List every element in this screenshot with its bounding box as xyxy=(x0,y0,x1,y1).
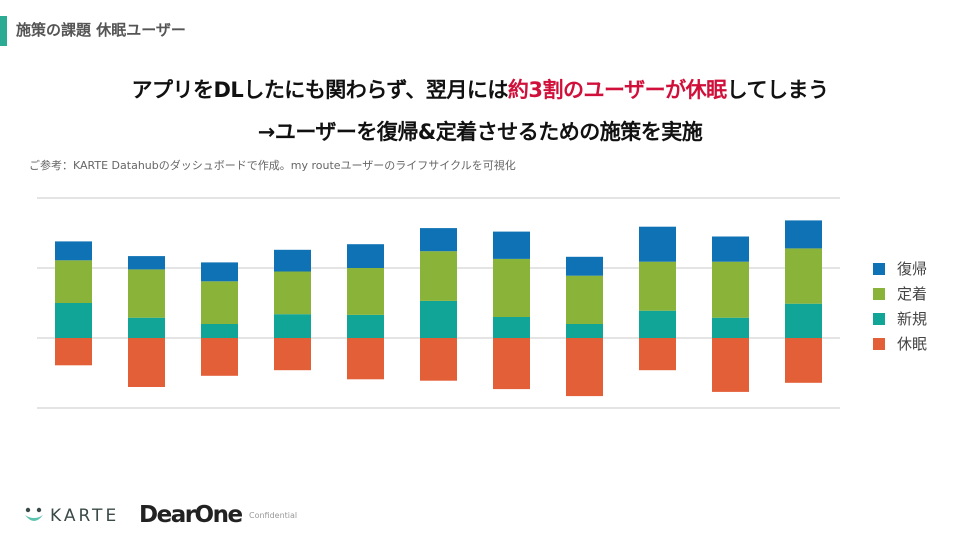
bar-休眠-9 xyxy=(639,338,676,371)
bar-復帰-5 xyxy=(347,244,384,268)
bar-休眠-2 xyxy=(128,338,165,387)
bar-定着-1 xyxy=(55,260,92,303)
bar-復帰-3 xyxy=(201,262,238,282)
bar-定着-11 xyxy=(785,248,822,304)
dearone-logo: DearOne xyxy=(139,502,243,528)
headline-line1: アプリをDLしたにも関わらず、翌月には約3割のユーザーが休眠してしまう xyxy=(0,74,960,104)
bar-新規-5 xyxy=(347,314,384,338)
headline-text-end: してしまう xyxy=(726,78,829,102)
bar-復帰-6 xyxy=(420,228,457,252)
karte-logo: KARTE xyxy=(24,506,119,526)
legend-item-kyumin: 休眠 xyxy=(873,331,927,356)
bar-定着-8 xyxy=(566,275,603,324)
page-title: 施策の課題 休眠ユーザー xyxy=(16,21,186,39)
legend-label: 新規 xyxy=(897,310,928,328)
bar-定着-7 xyxy=(493,258,530,317)
bar-定着-5 xyxy=(347,268,384,315)
legend-swatch xyxy=(873,337,885,350)
legend-item-shinki: 新規 xyxy=(873,306,927,331)
source-note: ご参考：KARTE Datahubのダッシュボードで作成。my routeユーザ… xyxy=(29,159,516,172)
headline-highlight: 約3割のユーザーが休眠 xyxy=(507,78,727,102)
legend-label: 休眠 xyxy=(897,335,928,353)
bar-復帰-8 xyxy=(566,256,603,276)
bar-復帰-10 xyxy=(712,236,749,262)
bar-休眠-6 xyxy=(420,338,457,381)
bar-休眠-5 xyxy=(347,338,384,380)
bar-新規-10 xyxy=(712,317,749,338)
karte-logo-text: KARTE xyxy=(50,506,120,526)
karte-logo-icon xyxy=(25,507,43,521)
legend-label: 復帰 xyxy=(897,260,928,278)
bar-休眠-1 xyxy=(55,338,92,366)
bar-復帰-9 xyxy=(639,226,676,262)
legend-swatch xyxy=(873,312,885,325)
bar-定着-9 xyxy=(639,261,676,311)
legend-swatch xyxy=(873,287,885,300)
bar-休眠-4 xyxy=(274,338,311,371)
bar-定着-4 xyxy=(274,271,311,315)
chart-legend: 復帰 定着 新規 休眠 xyxy=(873,256,927,356)
bar-休眠-10 xyxy=(712,338,749,392)
legend-item-fukki: 復帰 xyxy=(873,256,927,281)
confidential-label: Confidential xyxy=(249,511,298,520)
bar-定着-3 xyxy=(201,281,238,324)
bar-新規-4 xyxy=(274,314,311,338)
bar-復帰-7 xyxy=(493,231,530,259)
legend-label: 定着 xyxy=(897,285,928,303)
bar-定着-10 xyxy=(712,261,749,318)
bar-新規-6 xyxy=(420,300,457,338)
legend-item-teichaku: 定着 xyxy=(873,281,927,306)
bar-休眠-8 xyxy=(566,338,603,397)
headline-text: アプリをDLしたにも関わらず、翌月には xyxy=(131,78,509,102)
bar-休眠-7 xyxy=(493,338,530,390)
bar-新規-3 xyxy=(201,324,238,338)
bar-新規-2 xyxy=(128,317,165,338)
bar-復帰-4 xyxy=(274,249,311,272)
headline-line2: →ユーザーを復帰&定着させるための施策を実施 xyxy=(257,120,703,144)
bar-復帰-2 xyxy=(128,256,165,270)
bar-新規-8 xyxy=(566,324,603,338)
bar-復帰-11 xyxy=(785,220,822,249)
bar-新規-9 xyxy=(639,310,676,338)
bar-新規-1 xyxy=(55,303,92,338)
bar-新規-11 xyxy=(785,303,822,338)
header-accent-bar xyxy=(0,16,7,46)
bar-新規-7 xyxy=(493,317,530,338)
bar-復帰-1 xyxy=(55,241,92,261)
bar-休眠-11 xyxy=(785,338,822,383)
bar-休眠-3 xyxy=(201,338,238,376)
bar-定着-6 xyxy=(420,251,457,301)
legend-swatch xyxy=(873,262,885,275)
bar-定着-2 xyxy=(128,269,165,318)
